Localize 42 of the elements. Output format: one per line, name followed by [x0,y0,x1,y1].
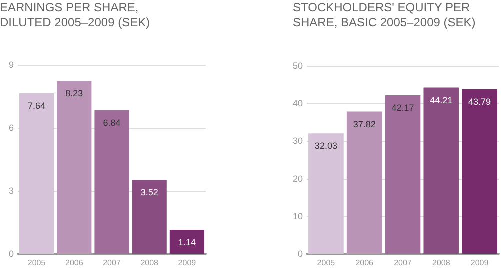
data-label: 42.17 [392,102,414,113]
data-label: 3.52 [140,188,158,198]
y-tick-label: 30 [292,136,303,146]
y-tick-label: 0 [8,249,14,259]
bar [346,112,382,254]
y-tick-label: 6 [8,123,14,133]
y-tick-label: 20 [292,174,303,184]
bar [308,134,344,254]
chart-title: STOCKHOLDERS' EQUITY PER SHARE, BASIC 2005–2009 (SEK) [293,0,476,30]
data-label: 37.82 [353,119,376,130]
bar [424,88,460,254]
y-tick-label: 10 [292,211,303,222]
y-tick-label: 50 [292,61,303,71]
y-tick-label: 40 [292,98,303,109]
bar [20,94,54,254]
x-tick-label: 2006 [356,258,374,268]
bar [132,180,167,254]
bar [170,230,204,254]
x-tick-label: 2008 [140,258,160,268]
y-tick-label: 9 [8,60,14,70]
x-tick-label: 2007 [394,258,412,268]
bar [57,81,92,254]
data-label: 32.03 [314,141,338,152]
x-tick-label: 2009 [178,258,197,268]
y-tick-label: 3 [8,186,14,196]
x-tick-label: 2008 [432,258,451,268]
x-tick-label: 2005 [317,258,336,268]
y-tick-label: 0 [298,249,303,259]
chart-title: EARNINGS PER SHARE, DILUTED 2005–2009 (SEK) [0,0,150,30]
data-label: 6.84 [103,118,121,128]
data-label: 8.23 [66,88,84,99]
data-label: 7.64 [28,101,46,112]
x-tick-label: 2005 [28,258,46,268]
x-tick-label: 2007 [103,258,122,268]
data-label: 44.21 [430,95,453,106]
data-label: 1.14 [178,238,196,248]
bar [94,110,130,254]
bar [462,89,498,254]
x-tick-label: 2006 [66,258,84,268]
data-label: 43.79 [468,96,492,107]
x-tick-label: 2009 [470,258,490,268]
bar [385,95,421,254]
